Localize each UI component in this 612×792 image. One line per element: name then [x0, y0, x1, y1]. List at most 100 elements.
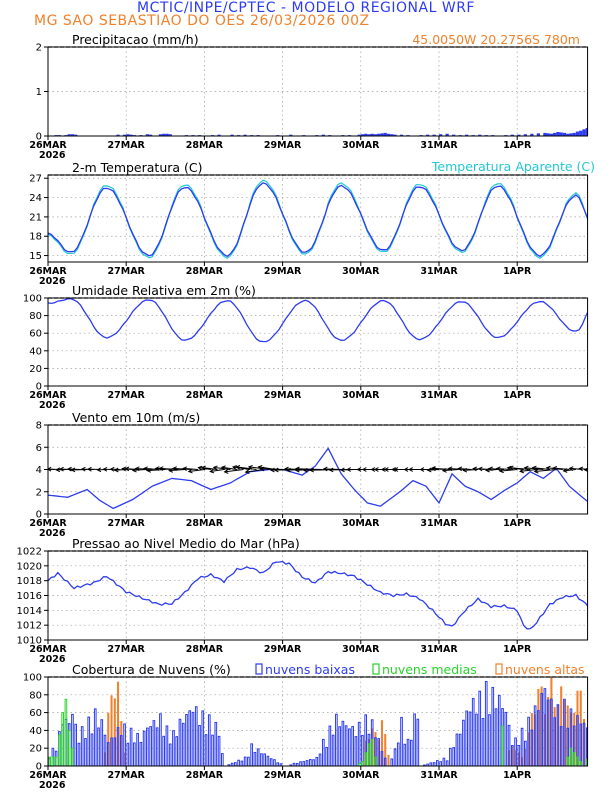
plot-wind [48, 447, 588, 510]
wind-arrow [188, 469, 205, 472]
precip-bar [569, 133, 573, 136]
cloud-bar-green [71, 747, 74, 766]
cloud-bar-blue [214, 721, 218, 766]
precip-bar [445, 133, 449, 136]
cloud-bar-blue [139, 741, 143, 766]
cloud-bar-orange [537, 688, 540, 766]
cloud-bar-green [64, 698, 68, 766]
y-tick-label: 1022 [17, 547, 42, 558]
precip-bar [585, 127, 588, 136]
wind-arrow [144, 467, 159, 470]
cloud-bar-blue [175, 736, 179, 766]
wind-arrowhead [441, 468, 447, 473]
cloud-bar-orange [364, 740, 367, 766]
cloud-bar-blue [341, 720, 345, 766]
x-tick-label: 1APR [503, 140, 532, 151]
temperature-line [48, 182, 588, 258]
wind-arrow [210, 469, 225, 473]
x-tick-label: 27MAR [108, 390, 146, 401]
precip-bar [566, 133, 570, 136]
precip-bar [592, 132, 595, 136]
cloud-bar-blue [279, 763, 283, 766]
wind-arrowhead [143, 466, 148, 472]
precip-bar [383, 132, 387, 136]
x-tick-year: 2026 [39, 528, 66, 539]
precip-bar [162, 133, 166, 136]
panel-title-wind: Vento em 10m (m/s) [72, 410, 200, 425]
wind-arrow [431, 467, 453, 470]
cloud-bar-blue [462, 719, 465, 766]
cloud-bar-blue [207, 714, 211, 766]
cloud-bar-blue [276, 762, 280, 766]
cloud-bar-blue [364, 714, 368, 766]
panel-title-clouds: Cobertura de Nuvens (%) [72, 662, 231, 677]
cloud-bar-blue [494, 708, 498, 766]
cloud-bar-orange [593, 749, 595, 766]
x-tick-label: 1APR [503, 518, 532, 529]
cloud-bar-blue [250, 743, 253, 766]
precip-bar [74, 134, 78, 136]
x-tick-year: 2026 [39, 400, 66, 411]
cloud-bar-blue [396, 742, 400, 766]
precip-bar [149, 134, 153, 136]
cloud-bar-orange [530, 713, 533, 766]
cloud-bar-blue [527, 716, 530, 766]
x-tick-label: 26MAR [29, 770, 67, 781]
y-tick-label: 1020 [17, 561, 42, 572]
x-tick-label: 31MAR [420, 266, 458, 277]
wind-arrowhead [182, 466, 188, 472]
wind-arrow [478, 468, 492, 470]
cloud-bar-orange [524, 749, 527, 766]
cloud-bar-orange [107, 712, 110, 766]
wind-speed-line [48, 447, 588, 510]
precip-bar [364, 133, 368, 136]
precip-bar [575, 131, 580, 136]
cloud-bar-blue [302, 761, 306, 766]
cloud-bar-blue [227, 764, 231, 766]
cloud-bar-orange [534, 714, 537, 766]
cloud-bar-blue [351, 726, 354, 766]
wind-arrowhead [66, 466, 72, 472]
cloud-bar-blue [80, 726, 84, 766]
wind-arrowhead [231, 465, 237, 470]
cloud-bar-green [367, 743, 371, 766]
cloud-bar-blue [168, 743, 172, 766]
cloud-bar-green [593, 757, 595, 766]
wind-arrowhead [408, 467, 413, 472]
wind-arrowhead [552, 465, 558, 471]
cloud-bar-blue [90, 733, 94, 766]
x-tick-label: 29MAR [264, 518, 302, 529]
x-tick-label: 27MAR [108, 266, 146, 277]
wind-arrowhead [286, 467, 291, 473]
cloud-bar-blue [318, 753, 322, 766]
wind-arrowhead [356, 467, 362, 472]
x-tick-label: 29MAR [264, 140, 302, 151]
wind-arrowhead [531, 465, 537, 471]
frame-pmsl [47, 550, 589, 641]
wind-arrowhead [146, 468, 152, 473]
cloud-bar-blue [149, 726, 152, 766]
cloud-bar-blue [162, 735, 165, 766]
cloud-bar-blue [185, 714, 188, 766]
precip-bar [126, 134, 130, 136]
cloud-bar-green [67, 729, 71, 766]
cloud-bar-orange [573, 712, 576, 766]
cloud-bar-green [569, 747, 573, 766]
wind-arrow [463, 469, 479, 471]
wind-arrowhead [294, 466, 300, 472]
wind-arrowhead [102, 466, 108, 472]
precip-bar [517, 134, 521, 136]
wind-arrowhead [523, 465, 529, 471]
cloud-bar-blue [478, 690, 482, 766]
wind-arrowhead [269, 467, 275, 473]
cloud-bar-orange [377, 739, 380, 766]
cloud-bar-blue [136, 733, 139, 766]
cloud-bar-blue [335, 713, 338, 766]
wind-arrowhead [488, 466, 493, 472]
wind-arrowhead [59, 466, 64, 472]
cloud-bar-blue [191, 711, 195, 766]
cloud-bar-orange [547, 696, 550, 766]
cloud-bar-blue [328, 725, 332, 766]
precip-bar [452, 134, 456, 136]
y-tick-label: 40 [29, 726, 42, 737]
